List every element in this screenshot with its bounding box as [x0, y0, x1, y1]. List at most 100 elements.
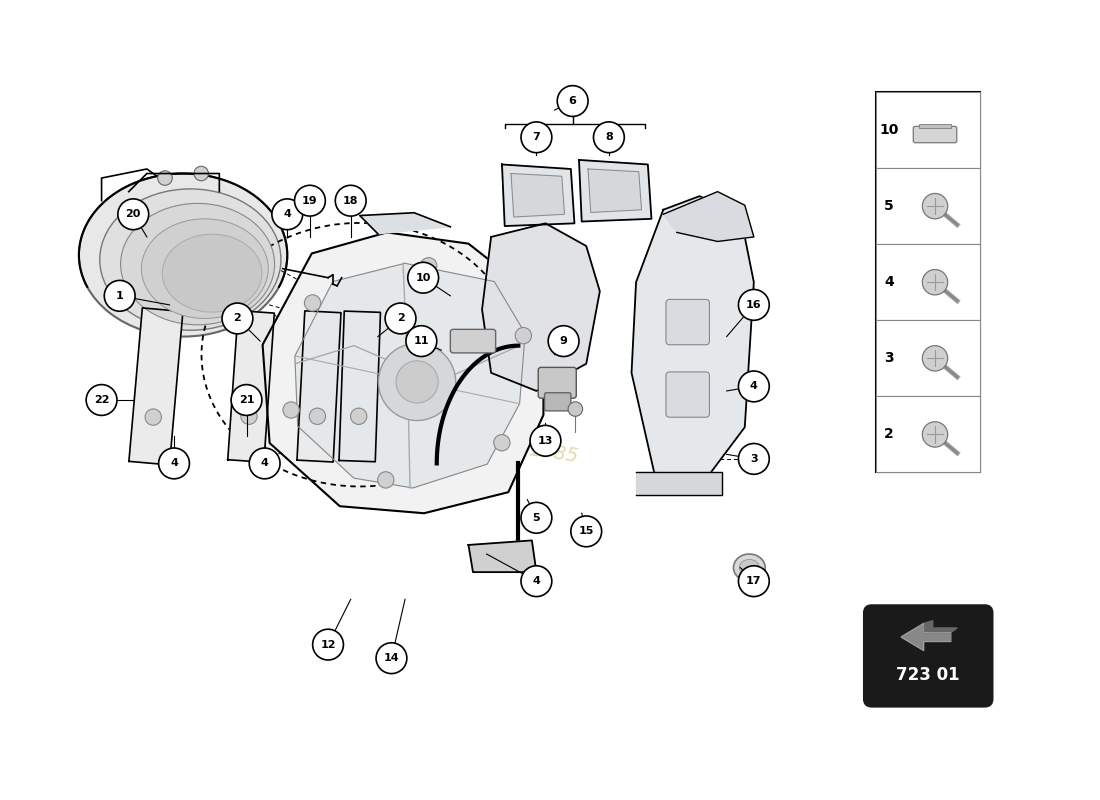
- Text: 2: 2: [233, 314, 241, 323]
- Text: 18: 18: [343, 196, 359, 206]
- Ellipse shape: [142, 219, 268, 318]
- Circle shape: [295, 186, 326, 216]
- Circle shape: [530, 426, 561, 456]
- Text: 2: 2: [397, 314, 405, 323]
- Text: 10: 10: [879, 123, 899, 137]
- Text: 4: 4: [170, 458, 178, 469]
- Ellipse shape: [378, 343, 455, 421]
- Polygon shape: [339, 311, 381, 462]
- Ellipse shape: [100, 189, 280, 330]
- Polygon shape: [512, 174, 564, 217]
- Text: 16: 16: [746, 300, 761, 310]
- Circle shape: [922, 194, 948, 219]
- Text: 9: 9: [560, 336, 568, 346]
- Circle shape: [922, 346, 948, 371]
- Ellipse shape: [396, 361, 438, 403]
- Polygon shape: [579, 160, 651, 222]
- Circle shape: [571, 516, 602, 546]
- Text: 12: 12: [320, 640, 336, 650]
- Ellipse shape: [163, 234, 262, 312]
- Bar: [876, 92, 980, 473]
- Text: europ: europ: [261, 306, 531, 386]
- Bar: [918, 124, 952, 128]
- Bar: [876, 396, 980, 473]
- Circle shape: [738, 290, 769, 320]
- Polygon shape: [482, 223, 600, 391]
- Ellipse shape: [79, 174, 287, 337]
- Text: 4: 4: [532, 576, 540, 586]
- Text: 7: 7: [532, 132, 540, 142]
- Text: 21: 21: [239, 395, 254, 405]
- Circle shape: [305, 294, 321, 311]
- Circle shape: [406, 326, 437, 357]
- Text: 11: 11: [414, 336, 429, 346]
- Circle shape: [558, 86, 589, 117]
- Circle shape: [377, 472, 394, 488]
- Circle shape: [548, 326, 579, 357]
- Text: 4: 4: [750, 382, 758, 391]
- Circle shape: [568, 402, 583, 416]
- Circle shape: [922, 270, 948, 295]
- Polygon shape: [502, 165, 574, 226]
- Polygon shape: [663, 192, 754, 242]
- Circle shape: [231, 385, 262, 415]
- Text: 4: 4: [284, 210, 292, 219]
- Circle shape: [145, 409, 162, 426]
- Polygon shape: [469, 541, 537, 572]
- Polygon shape: [924, 621, 957, 633]
- Circle shape: [194, 166, 209, 181]
- Circle shape: [494, 434, 510, 451]
- Polygon shape: [295, 263, 525, 488]
- FancyBboxPatch shape: [538, 367, 576, 398]
- Circle shape: [922, 422, 948, 447]
- Text: a passion for parts since 1985: a passion for parts since 1985: [285, 406, 580, 466]
- Circle shape: [376, 642, 407, 674]
- Circle shape: [118, 199, 148, 230]
- Polygon shape: [901, 623, 950, 650]
- Text: 723 01: 723 01: [896, 666, 960, 684]
- Polygon shape: [228, 310, 274, 462]
- Text: 1: 1: [116, 291, 123, 301]
- FancyBboxPatch shape: [913, 126, 957, 142]
- Text: 2: 2: [884, 427, 893, 442]
- Circle shape: [515, 327, 531, 344]
- Polygon shape: [297, 311, 341, 462]
- Text: 5: 5: [884, 199, 893, 213]
- Circle shape: [222, 303, 253, 334]
- Polygon shape: [631, 196, 754, 482]
- FancyBboxPatch shape: [544, 393, 571, 411]
- Polygon shape: [588, 169, 641, 213]
- Circle shape: [351, 408, 367, 425]
- Circle shape: [521, 502, 552, 533]
- Circle shape: [594, 122, 625, 153]
- Circle shape: [283, 402, 299, 418]
- Circle shape: [738, 443, 769, 474]
- Circle shape: [420, 258, 437, 274]
- Text: 10: 10: [416, 273, 431, 282]
- Text: 8: 8: [605, 132, 613, 142]
- Polygon shape: [129, 308, 183, 465]
- FancyBboxPatch shape: [666, 299, 710, 345]
- Circle shape: [738, 566, 769, 597]
- Bar: [876, 92, 980, 168]
- Circle shape: [250, 448, 280, 479]
- Circle shape: [272, 199, 302, 230]
- Text: 6: 6: [569, 96, 576, 106]
- Text: 4: 4: [884, 275, 893, 290]
- Circle shape: [521, 566, 552, 597]
- Circle shape: [86, 385, 117, 415]
- Ellipse shape: [734, 554, 766, 581]
- Ellipse shape: [121, 203, 275, 325]
- FancyBboxPatch shape: [666, 372, 710, 418]
- Circle shape: [738, 371, 769, 402]
- Text: 13: 13: [538, 436, 553, 446]
- Text: 19: 19: [302, 196, 318, 206]
- Text: 3: 3: [750, 454, 758, 464]
- Circle shape: [241, 408, 257, 424]
- FancyBboxPatch shape: [865, 606, 992, 706]
- Circle shape: [408, 262, 439, 293]
- Polygon shape: [360, 213, 450, 234]
- Circle shape: [157, 170, 173, 186]
- Circle shape: [158, 448, 189, 479]
- Text: 3: 3: [884, 351, 893, 366]
